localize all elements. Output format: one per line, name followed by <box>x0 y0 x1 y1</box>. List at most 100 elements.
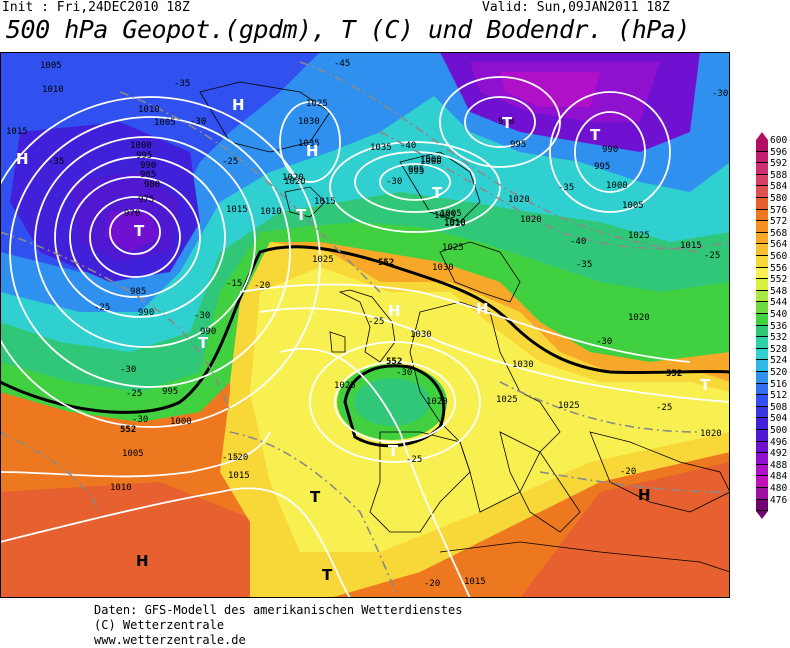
legend-swatch <box>756 140 768 152</box>
pressure-label: 1010 <box>138 105 160 115</box>
legend-swatch <box>756 279 768 291</box>
legend-swatch <box>756 348 768 361</box>
temp-label: -40 <box>400 141 416 151</box>
legend-swatch <box>756 464 768 477</box>
high-marker: H <box>232 96 245 114</box>
low-marker: T <box>502 114 513 132</box>
legend-swatch <box>756 174 768 187</box>
pressure-label: 1010 <box>260 207 282 217</box>
low-marker: T <box>310 488 321 506</box>
legend-swatch <box>756 441 768 454</box>
pressure-label: 1020 <box>426 397 448 407</box>
legend-value: 548 <box>770 285 788 297</box>
pressure-label: 1020 <box>700 429 722 439</box>
low-marker: T <box>700 376 711 394</box>
temp-label: -30 <box>386 177 402 187</box>
pressure-label: 1015 <box>314 197 336 207</box>
legend-swatch <box>756 383 768 396</box>
legend-value: 488 <box>770 459 788 471</box>
temp-label: -25 <box>94 303 110 313</box>
contour-552-labels: 552 552 552 552 <box>120 258 682 435</box>
legend-value: 536 <box>770 320 788 332</box>
legend-swatch <box>756 499 768 512</box>
temp-label: -20 <box>232 453 248 463</box>
legend-value: 584 <box>770 181 788 193</box>
low-marker: T <box>322 566 333 584</box>
footer-website: www.wetterzentrale.de <box>94 633 246 647</box>
pressure-label: 995 <box>594 162 610 172</box>
temp-label: -15 <box>222 453 238 463</box>
pressure-label: 1035 <box>298 139 320 149</box>
legend-swatch <box>756 163 768 175</box>
legend-value: 492 <box>770 448 788 460</box>
temp-label: -30 <box>190 117 206 127</box>
legend-value: 576 <box>770 204 788 216</box>
high-marker: H <box>16 150 29 168</box>
pressure-label: 1010 <box>444 219 466 229</box>
temp-label: -25 <box>406 455 422 465</box>
pressure-label: 990 <box>138 308 154 318</box>
pressure-label: 995 <box>510 140 526 150</box>
legend-value: 532 <box>770 332 788 344</box>
temp-label: -40 <box>570 237 586 247</box>
contour-552-label: 552 <box>378 258 394 268</box>
pressure-label: 1020 <box>520 215 542 225</box>
footer-data-source: Daten: GFS-Modell des amerikanischen Wet… <box>94 603 463 617</box>
legend-swatch <box>756 209 768 222</box>
pressure-label: 1005 <box>154 118 176 128</box>
weather-map: 1005 1010 1015 1010 1005 1000 995 990 98… <box>0 52 730 598</box>
isobars <box>0 76 730 598</box>
temp-label: -30 <box>132 415 148 425</box>
legend-value: 588 <box>770 169 788 181</box>
legend-value: 600 <box>770 135 788 146</box>
contour-552-label: 552 <box>666 369 682 379</box>
legend-value: 500 <box>770 425 788 436</box>
pressure-label: 1030 <box>298 117 320 127</box>
temp-label: -15 <box>226 279 242 289</box>
temp-label: -35 <box>576 260 592 270</box>
pressure-systems: H H H T T T H H T T T T T H H T T <box>16 96 711 584</box>
pressure-label: 1015 <box>6 127 28 137</box>
pressure-label: 1000 <box>420 155 442 165</box>
temp-label: -25 <box>656 403 672 413</box>
pressure-label: 980 <box>144 180 160 190</box>
contour-552 <box>0 245 730 448</box>
valid-time-label: Valid: Sun,09JAN2011 18Z <box>482 0 670 15</box>
temp-label: -20 <box>424 579 440 589</box>
pressure-label: 1015 <box>228 471 250 481</box>
legend-value: 560 <box>770 251 788 262</box>
legend-swatch <box>756 198 768 210</box>
color-legend: 600 596 592 588 584 580 576 572 568 564 560 556 552 5… <box>756 132 790 520</box>
pressure-label: 1030 <box>512 360 534 370</box>
legend-value: 592 <box>770 158 788 170</box>
temp-label: -25 <box>222 157 238 167</box>
contour-552-label: 552 <box>386 357 402 367</box>
temp-label: -35 <box>558 183 574 193</box>
legend-swatch <box>756 337 768 349</box>
legend-swatch <box>756 430 768 442</box>
pressure-label: 1025 <box>312 255 334 265</box>
pressure-label: 1005 <box>122 449 144 459</box>
low-marker: T <box>388 442 399 460</box>
map-title: 500 hPa Geopot.(gpdm), T (C) und Bodendr… <box>6 15 690 44</box>
pressure-label: 1010 <box>42 85 64 95</box>
legend-value: 568 <box>770 227 788 239</box>
legend-value: 496 <box>770 436 788 448</box>
legend-swatch <box>756 256 768 268</box>
legend-value: 480 <box>770 483 788 494</box>
pressure-label: 1000 <box>420 157 442 167</box>
legend-value: 564 <box>770 239 788 251</box>
legend-value: 476 <box>770 494 788 506</box>
legend-value: 512 <box>770 390 788 402</box>
pressure-label: 1000 <box>606 181 628 191</box>
high-marker: H <box>638 486 651 504</box>
temp-label: -30 <box>194 311 210 321</box>
pressure-label: 985 <box>140 170 156 180</box>
legend-value: 484 <box>770 471 788 483</box>
legend-swatch <box>756 232 768 245</box>
map-canvas: 1005 1010 1015 1010 1005 1000 995 990 98… <box>0 52 730 598</box>
legend-value: 580 <box>770 193 788 204</box>
legend-value: 552 <box>770 274 788 286</box>
legend-swatch <box>756 476 768 488</box>
temp-label: -30 <box>596 337 612 347</box>
